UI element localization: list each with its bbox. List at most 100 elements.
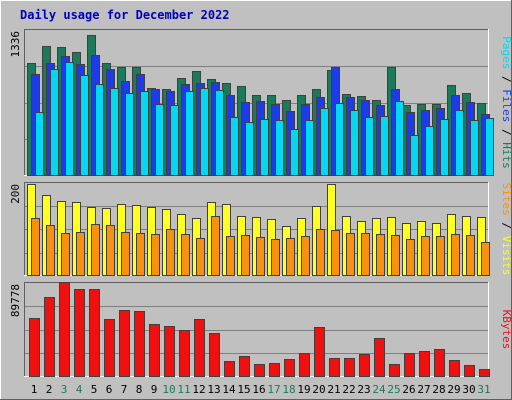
y-axis-max-label: 200 bbox=[9, 184, 22, 204]
bar-kbytes-day-30 bbox=[464, 365, 475, 377]
x-tick-label-day-15: 15 bbox=[237, 383, 250, 396]
bar-kbytes-day-14 bbox=[224, 361, 235, 377]
bar-sites-day-24 bbox=[376, 234, 385, 276]
x-tick-label-day-11: 11 bbox=[177, 383, 190, 396]
bar-kbytes-day-19 bbox=[299, 353, 310, 377]
bar-kbytes-day-26 bbox=[404, 353, 415, 377]
bar-kbytes-day-25 bbox=[389, 364, 400, 377]
bar-sites-day-21 bbox=[331, 230, 340, 276]
bar-kbytes-day-8 bbox=[134, 311, 145, 377]
x-tick-label-day-9: 9 bbox=[151, 383, 158, 396]
bar-pages-day-21 bbox=[335, 103, 344, 176]
x-tick-label-day-7: 7 bbox=[121, 383, 128, 396]
legend-label-visits: Visits bbox=[500, 236, 512, 276]
bar-sites-day-29 bbox=[451, 234, 460, 276]
bar-sites-day-7 bbox=[121, 232, 130, 276]
bar-pages-day-24 bbox=[380, 116, 389, 176]
bar-sites-day-27 bbox=[421, 236, 430, 276]
x-tick-label-day-25: 25 bbox=[387, 383, 400, 396]
bar-pages-day-22 bbox=[350, 110, 359, 176]
bar-sites-day-8 bbox=[136, 233, 145, 276]
panel-visits_sites: 200 Sites / Visits bbox=[9, 182, 512, 276]
bar-kbytes-day-7 bbox=[119, 310, 130, 377]
bar-kbytes-day-12 bbox=[194, 319, 205, 377]
x-tick-label-day-13: 13 bbox=[207, 383, 220, 396]
x-tick-label-day-10: 10 bbox=[162, 383, 175, 396]
bar-sites-day-1 bbox=[31, 218, 40, 276]
bar-pages-day-16 bbox=[260, 119, 269, 176]
bar-kbytes-day-4 bbox=[74, 289, 85, 377]
bar-pages-day-3 bbox=[65, 62, 74, 176]
bar-pages-day-18 bbox=[290, 129, 299, 176]
panel-legend-labels: Pages / Files / Hits bbox=[500, 36, 512, 169]
bar-sites-day-25 bbox=[391, 235, 400, 276]
legend-label-sites: Sites bbox=[500, 183, 512, 216]
x-tick-label-day-3: 3 bbox=[61, 383, 68, 396]
x-tick-label-day-4: 4 bbox=[76, 383, 83, 396]
x-tick-label-day-19: 19 bbox=[297, 383, 310, 396]
bar-sites-day-31 bbox=[481, 242, 490, 276]
x-tick-label-day-20: 20 bbox=[312, 383, 325, 396]
x-tick-label-day-27: 27 bbox=[417, 383, 430, 396]
bar-pages-day-28 bbox=[440, 119, 449, 176]
bar-kbytes-day-6 bbox=[104, 319, 115, 377]
legend-separator: / bbox=[500, 122, 512, 142]
bar-sites-day-3 bbox=[61, 233, 70, 276]
bar-kbytes-day-13 bbox=[209, 333, 220, 377]
bar-kbytes-day-2 bbox=[44, 297, 55, 377]
bar-sites-day-11 bbox=[181, 234, 190, 276]
bar-kbytes-day-11 bbox=[179, 330, 190, 377]
bar-sites-day-13 bbox=[211, 216, 220, 276]
x-tick-label-day-24: 24 bbox=[372, 383, 386, 396]
x-tick-label-day-26: 26 bbox=[402, 383, 415, 396]
bar-sites-day-4 bbox=[76, 232, 85, 276]
legend-separator: / bbox=[500, 69, 512, 89]
legend-label-pages: Pages bbox=[500, 36, 512, 69]
x-tick-label-day-5: 5 bbox=[91, 383, 98, 396]
bar-sites-day-23 bbox=[361, 233, 370, 276]
chart-title: Daily usage for December 2022 bbox=[20, 8, 230, 22]
bar-sites-day-12 bbox=[196, 238, 205, 276]
bar-kbytes-day-23 bbox=[359, 354, 370, 377]
bar-pages-day-8 bbox=[140, 91, 149, 176]
bar-pages-day-13 bbox=[215, 90, 224, 176]
bar-pages-day-4 bbox=[80, 75, 89, 176]
x-tick-label-day-31: 31 bbox=[477, 383, 490, 396]
bar-pages-day-31 bbox=[485, 118, 494, 176]
x-tick-label-day-14: 14 bbox=[222, 383, 236, 396]
x-tick-label-day-1: 1 bbox=[31, 383, 38, 396]
bar-kbytes-day-29 bbox=[449, 360, 460, 377]
bar-kbytes-day-5 bbox=[89, 289, 100, 377]
x-tick-label-day-16: 16 bbox=[252, 383, 265, 396]
legend-separator: / bbox=[500, 216, 512, 236]
bar-sites-day-15 bbox=[241, 235, 250, 276]
bar-kbytes-day-21 bbox=[329, 358, 340, 377]
bar-kbytes-day-28 bbox=[434, 349, 445, 377]
legend-label-hits: Hits bbox=[500, 142, 512, 169]
bar-pages-day-11 bbox=[185, 91, 194, 176]
bar-kbytes-day-9 bbox=[149, 324, 160, 377]
x-axis-tick-labels: 1 2 3 4 5 6 7 8 9 10 11 12 13 14 15 16 17 18 19 20 21 22 23 24 2… bbox=[31, 383, 491, 396]
bar-pages-day-20 bbox=[320, 108, 329, 176]
bar-sites-day-20 bbox=[316, 229, 325, 276]
bar-sites-day-16 bbox=[256, 237, 265, 276]
bar-sites-day-18 bbox=[286, 238, 295, 276]
chart-panels: 1336 Pages / Files / Hits 200 Sites / Visit… bbox=[9, 29, 512, 377]
bar-pages-day-30 bbox=[470, 120, 479, 176]
bar-pages-day-2 bbox=[50, 69, 59, 176]
bar-kbytes-day-24 bbox=[374, 338, 385, 377]
x-tick-label-day-6: 6 bbox=[106, 383, 113, 396]
bar-pages-day-26 bbox=[410, 135, 419, 176]
bar-sites-day-17 bbox=[271, 239, 280, 276]
bar-sites-day-5 bbox=[91, 224, 100, 276]
legend-label-files: Files bbox=[500, 89, 512, 122]
bar-sites-day-14 bbox=[226, 236, 235, 276]
bar-pages-day-5 bbox=[95, 84, 104, 176]
bar-pages-day-23 bbox=[365, 117, 374, 176]
legend-label-kbytes: KBytes bbox=[500, 310, 512, 350]
bar-kbytes-day-3 bbox=[59, 282, 70, 377]
bar-pages-day-6 bbox=[110, 88, 119, 176]
bar-kbytes-day-18 bbox=[284, 359, 295, 377]
bar-sites-day-22 bbox=[346, 233, 355, 276]
